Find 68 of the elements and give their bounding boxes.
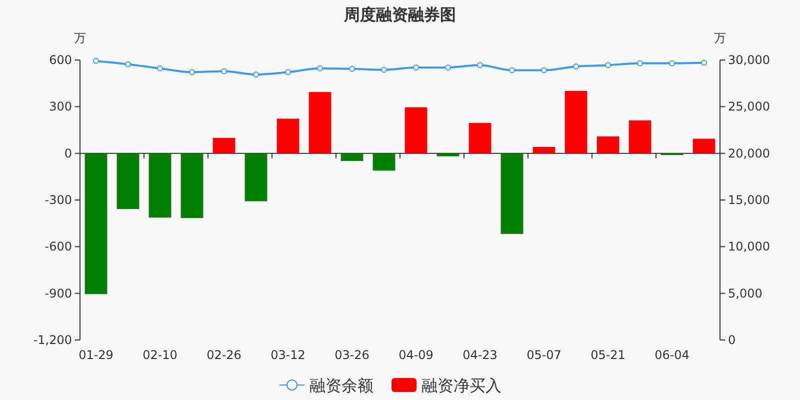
point (381, 66, 387, 73)
bar (596, 136, 620, 154)
chart-title: 周度融资融券图 (343, 5, 456, 24)
point (669, 60, 675, 66)
point (541, 67, 547, 74)
point (605, 62, 611, 68)
point (477, 62, 483, 68)
y2-axis-title: 万 (714, 31, 726, 45)
x-tick-label: 03-12 (270, 348, 306, 362)
point (157, 65, 163, 72)
bar (500, 153, 524, 234)
legend-label: 融资余额 (310, 376, 374, 395)
y2-tick-label: 20,000 (728, 146, 770, 160)
bar (244, 153, 268, 202)
y2-tick-label: 30,000 (728, 53, 770, 67)
bar (532, 146, 556, 154)
bar (404, 107, 428, 154)
bar (340, 153, 364, 161)
bar (212, 138, 236, 154)
legend-label: 融资净买入 (422, 376, 502, 395)
y2-tick-label: 5,000 (728, 286, 762, 300)
y-tick-label: -900 (44, 286, 72, 300)
y2-tick-label: 0 (728, 333, 736, 347)
x-tick-label: 03-26 (334, 348, 370, 362)
bar (148, 153, 172, 218)
bar (468, 123, 492, 154)
bar (308, 92, 332, 154)
y2-tick-label: 10,000 (728, 240, 770, 254)
y-tick-label: 300 (49, 100, 72, 114)
point (573, 64, 579, 70)
point (445, 64, 451, 70)
point (253, 71, 259, 78)
y-tick-label: -1,200 (33, 333, 72, 347)
x-tick-label: 04-09 (398, 348, 434, 362)
x-tick-label: 05-07 (526, 348, 562, 362)
y-tick-label: -300 (44, 193, 72, 207)
bar (692, 138, 716, 154)
bar (180, 153, 204, 218)
bar (436, 153, 460, 156)
point (317, 65, 323, 72)
x-tick-label: 04-23 (462, 348, 498, 362)
y2-tick-label: 25,000 (728, 100, 770, 114)
point (125, 61, 131, 68)
y-tick-label: -600 (44, 240, 72, 254)
point (285, 69, 291, 76)
y-tick-label: 0 (64, 146, 72, 160)
y-tick-label: 600 (49, 53, 72, 67)
point (637, 60, 643, 66)
bar (372, 153, 396, 171)
bar (628, 120, 652, 154)
point (509, 67, 515, 74)
x-tick-label: 02-26 (206, 348, 242, 362)
point (221, 68, 227, 74)
point (413, 64, 419, 70)
y2-tick-label: 15,000 (728, 193, 770, 207)
bar (564, 90, 588, 154)
point (93, 58, 99, 64)
bar (116, 153, 140, 210)
point (189, 69, 195, 76)
x-tick-label: 05-21 (590, 348, 626, 362)
x-tick-label: 06-04 (654, 348, 690, 362)
y-axis-title: 万 (74, 31, 86, 45)
point (701, 60, 707, 66)
x-tick-label: 02-10 (142, 348, 178, 362)
point (349, 66, 355, 72)
bar (276, 118, 300, 154)
x-tick-label: 01-29 (78, 348, 114, 362)
bar (84, 153, 108, 294)
